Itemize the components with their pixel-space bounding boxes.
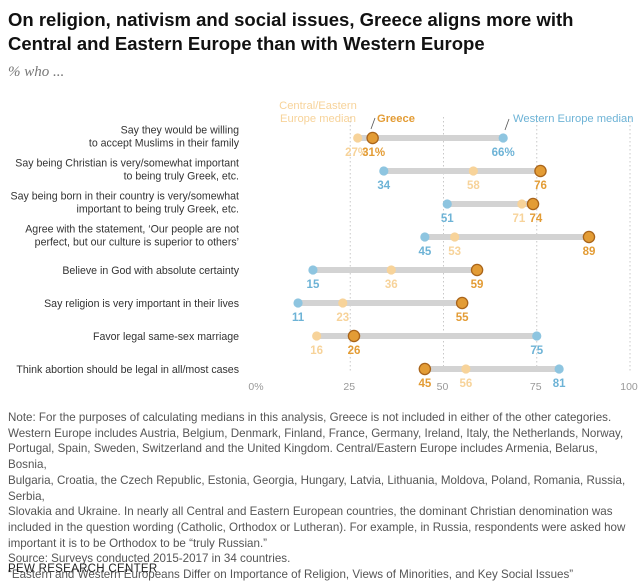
report-title: “Eastern and Western Europeans Differ on…: [8, 568, 574, 582]
x-tick-label: 0%: [248, 381, 263, 393]
row-label: Believe in God with absolute certainty: [62, 265, 239, 277]
note-line: Portugal, Spain, Sweden, Switzerland and…: [8, 442, 598, 472]
dot-central-eastern: [468, 166, 478, 176]
dot-central-eastern: [461, 364, 471, 374]
value-label-central-eastern: 23: [336, 312, 349, 324]
x-tick-label: 75: [530, 381, 542, 393]
dot-western: [442, 199, 452, 209]
dot-western: [498, 133, 508, 143]
pew-logo: PEW RESEARCH CENTER: [8, 563, 158, 575]
row-label: Agree with the statement, ‘Our people ar…: [25, 224, 239, 236]
value-label-greece: 59: [471, 279, 484, 291]
note-line: Western Europe includes Austria, Belgium…: [8, 426, 624, 440]
row-label: Say being Christian is very/somewhat imp…: [15, 158, 239, 170]
dot-greece: [455, 296, 469, 310]
value-label-central-eastern: 58: [467, 180, 480, 192]
row-label: perfect, but our culture is superior to …: [35, 237, 239, 249]
row-label: Say they would be willing: [121, 125, 239, 137]
note-line: Note: For the purposes of calculating me…: [8, 411, 612, 424]
x-tick-label: 50: [437, 381, 449, 393]
value-label-greece: 89: [583, 246, 596, 258]
note-line: Slovakia and Ukraine. In nearly all Cent…: [8, 505, 613, 519]
value-label-central-eastern: 71: [513, 213, 526, 225]
dot-western: [554, 364, 564, 374]
row-label: important to being truly Greek, etc.: [76, 204, 239, 216]
legend-greece: Greece: [377, 113, 415, 125]
value-label-central-eastern: 56: [459, 378, 472, 390]
value-label-western: 15: [307, 279, 320, 291]
dot-western: [532, 331, 542, 341]
dot-central-eastern: [353, 133, 363, 143]
note-line: important it is to be Orthodox to be “tr…: [8, 536, 268, 550]
dot-western: [420, 232, 430, 242]
legend-leader-greece: [370, 117, 376, 130]
value-label-greece: 76: [534, 180, 547, 192]
row-label: Say being born in their country is very/…: [11, 191, 240, 203]
value-label-greece: 45: [418, 378, 431, 390]
dot-central-eastern: [450, 232, 460, 242]
chart-title: On religion, nativism and social issues,…: [8, 9, 574, 54]
dot-greece: [366, 131, 379, 145]
dot-western: [379, 166, 389, 176]
note-block: Note: For the purposes of calculating me…: [8, 410, 636, 583]
dot-greece: [526, 197, 540, 211]
value-label-central-eastern: 53: [448, 246, 461, 258]
source-line: Source: Surveys conducted 2015-2017 in 3…: [8, 552, 291, 566]
value-label-western: 11: [292, 312, 305, 324]
row-label: Favor legal same-sex marriage: [93, 331, 239, 343]
legend-central-eastern: Central/Eastern: [279, 100, 357, 112]
note-line: included in the question wording (Cathol…: [8, 520, 626, 534]
dot-central-eastern: [312, 331, 322, 341]
value-label-greece: 55: [456, 312, 469, 324]
note-line: Bulgaria, Croatia, the Czech Republic, E…: [8, 473, 626, 503]
value-label-central-eastern: 27%: [345, 147, 368, 159]
row-label: Say religion is very important in their …: [44, 298, 239, 310]
dot-western: [293, 298, 303, 308]
dot-central-eastern: [386, 265, 396, 275]
dot-greece: [347, 329, 361, 343]
x-tick-label: 25: [343, 381, 355, 393]
dot-western: [308, 265, 318, 275]
dot-greece: [470, 263, 484, 277]
value-label-central-eastern: 36: [385, 279, 398, 291]
legend-central-eastern: Europe median: [280, 113, 356, 125]
row-label: Think abortion should be legal in all/mo…: [16, 364, 239, 376]
dot-greece: [534, 164, 547, 178]
value-label-western: 81: [553, 378, 566, 390]
chart-subtitle: % who ...: [8, 64, 65, 80]
dot-greece: [418, 362, 432, 376]
dot-greece: [582, 230, 596, 244]
value-label-western: 34: [377, 180, 390, 192]
value-label-greece: 31%: [362, 147, 385, 159]
value-label-western: 51: [441, 213, 454, 225]
value-label-western: 45: [418, 246, 431, 258]
dot-central-eastern: [517, 199, 527, 209]
value-label-western: 75: [530, 345, 543, 357]
row-label: to being truly Greek, etc.: [124, 171, 239, 183]
dot-central-eastern: [338, 298, 348, 308]
legend-leader-western: [504, 118, 510, 131]
row-label: to accept Muslims in their family: [89, 138, 240, 150]
x-tick-label: 100: [620, 381, 638, 393]
value-label-western: 66%: [492, 147, 515, 159]
value-label-central-eastern: 16: [310, 345, 323, 357]
legend-western: Western Europe median: [513, 113, 633, 125]
value-label-greece: 26: [348, 345, 361, 357]
value-label-greece: 74: [530, 213, 543, 225]
